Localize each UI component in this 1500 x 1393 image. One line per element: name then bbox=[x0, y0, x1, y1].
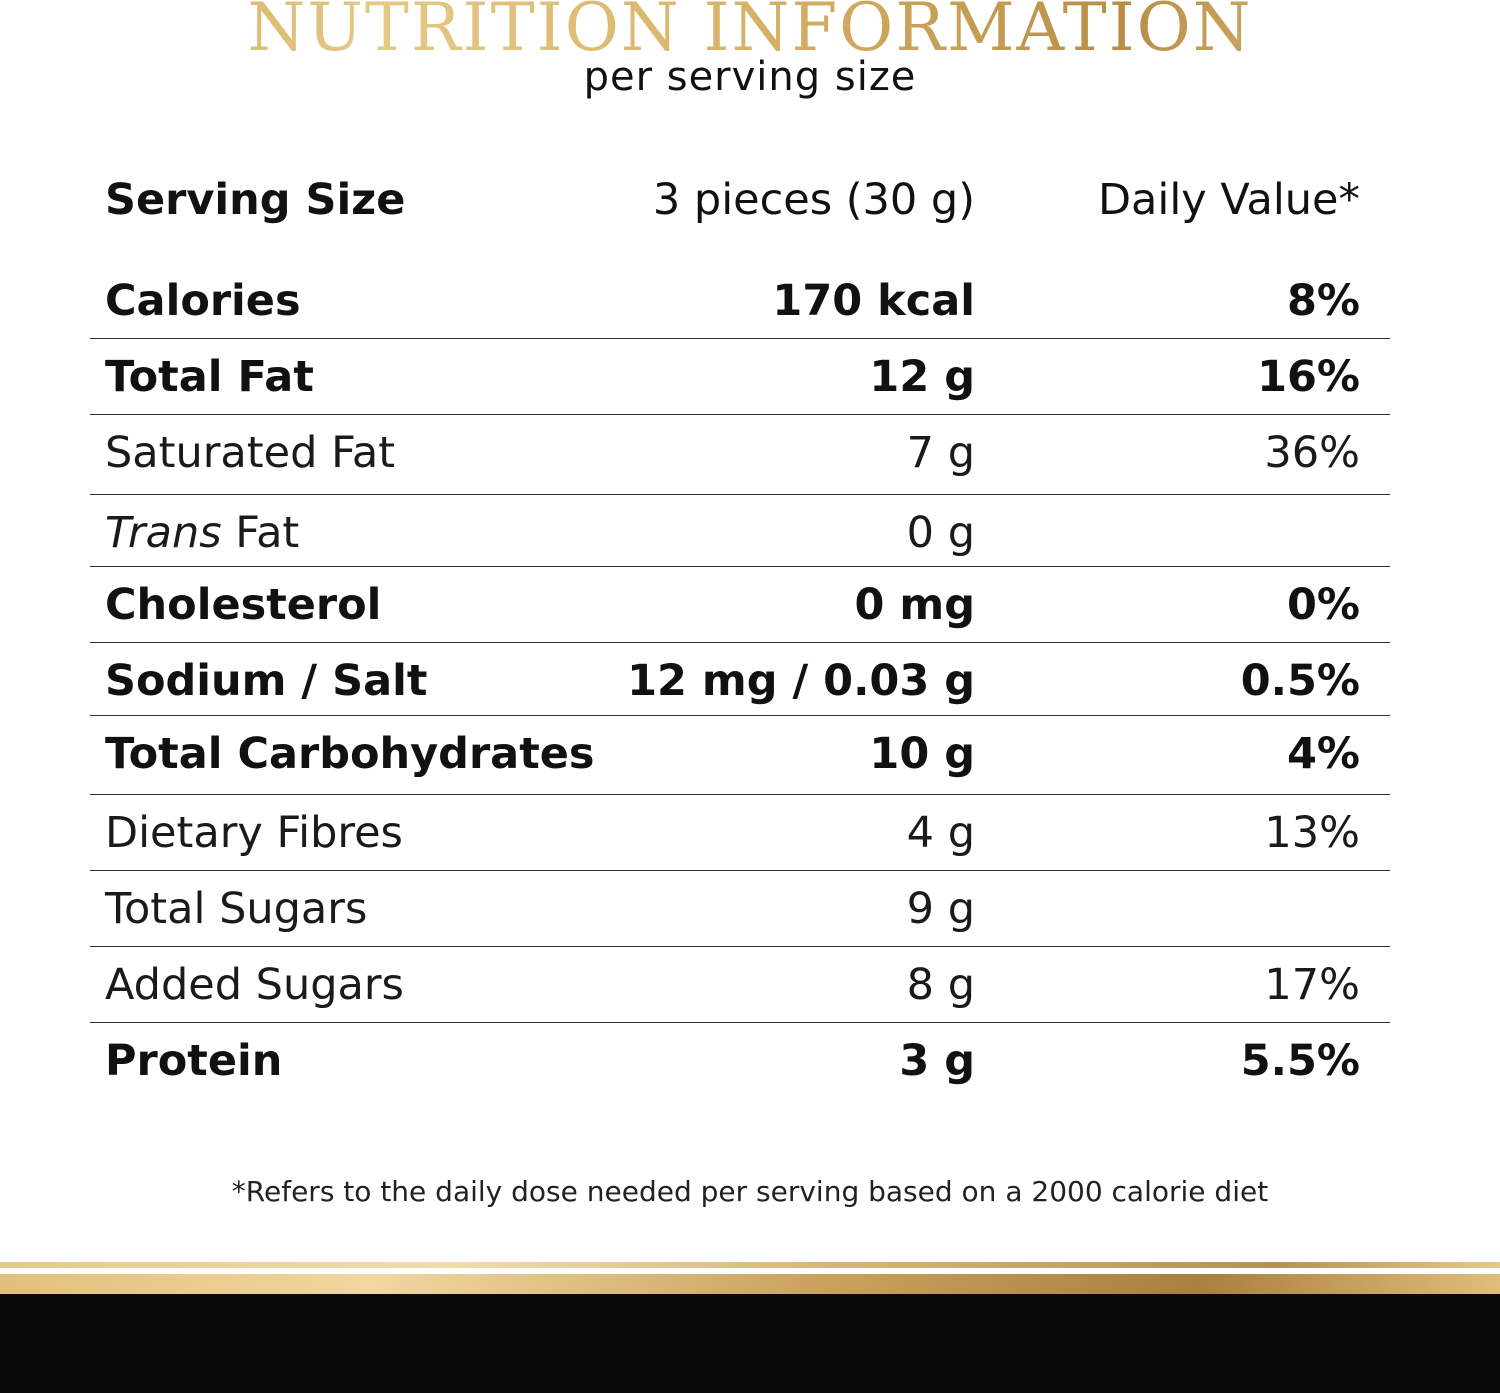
nutrient-amount: 7 g bbox=[906, 428, 975, 478]
nutrient-amount: 170 kcal bbox=[772, 276, 975, 326]
dark-footer-band bbox=[0, 1294, 1500, 1393]
nutrient-name: Total Fat bbox=[105, 352, 314, 402]
nutrient-name: Dietary Fibres bbox=[105, 808, 403, 858]
nutrient-daily-value: 16% bbox=[1257, 352, 1360, 402]
page-title: NUTRITION INFORMATION bbox=[0, 0, 1500, 68]
nutrient-name-italic: Trans bbox=[105, 508, 222, 558]
nutrient-amount: 10 g bbox=[869, 729, 975, 779]
nutrient-name: Added Sugars bbox=[105, 960, 404, 1010]
nutrient-name: Protein bbox=[105, 1036, 283, 1086]
nutrient-daily-value: 0.5% bbox=[1240, 656, 1360, 706]
nutrient-name: Trans Fat bbox=[105, 496, 299, 570]
nutrient-row-saturated-fat: Saturated Fat 7 g 36% bbox=[90, 416, 1390, 495]
nutrient-name: Calories bbox=[105, 276, 301, 326]
nutrient-row-dietary-fibres: Dietary Fibres 4 g 13% bbox=[90, 796, 1390, 871]
nutrient-daily-value: 17% bbox=[1264, 960, 1360, 1010]
nutrient-row-cholesterol: Cholesterol 0 mg 0% bbox=[90, 568, 1390, 643]
nutrient-amount: 0 mg bbox=[854, 580, 975, 630]
nutrient-daily-value: 0% bbox=[1286, 580, 1360, 630]
footnote: *Refers to the daily dose needed per ser… bbox=[231, 1175, 1269, 1208]
nutrient-name: Cholesterol bbox=[105, 580, 382, 630]
nutrient-name: Total Carbohydrates bbox=[105, 729, 595, 779]
nutrient-amount: 9 g bbox=[906, 884, 975, 934]
nutrient-amount: 12 mg / 0.03 g bbox=[627, 656, 975, 706]
nutrient-row-trans-fat: Trans Fat 0 g bbox=[90, 496, 1390, 567]
nutrient-name: Total Sugars bbox=[105, 884, 368, 934]
nutrient-amount: 0 g bbox=[906, 508, 975, 558]
nutrient-amount: 4 g bbox=[906, 808, 975, 858]
nutrient-amount: 3 g bbox=[899, 1036, 975, 1086]
serving-size-value: 3 pieces (30 g) bbox=[652, 175, 975, 225]
nutrient-amount: 12 g bbox=[869, 352, 975, 402]
nutrient-row-added-sugars: Added Sugars 8 g 17% bbox=[90, 948, 1390, 1023]
nutrient-row-total-sugars: Total Sugars 9 g bbox=[90, 872, 1390, 947]
nutrient-daily-value: 8% bbox=[1286, 276, 1360, 326]
daily-value-header: Daily Value* bbox=[1097, 175, 1360, 225]
nutrient-daily-value: 5.5% bbox=[1240, 1036, 1360, 1086]
nutrient-daily-value: 36% bbox=[1264, 428, 1360, 478]
nutrient-row-sodium-salt: Sodium / Salt 12 mg / 0.03 g 0.5% bbox=[90, 644, 1390, 716]
gold-stripe-thick bbox=[0, 1274, 1500, 1294]
serving-size-label: Serving Size bbox=[105, 175, 406, 225]
nutrient-amount: 8 g bbox=[906, 960, 975, 1010]
nutrient-name: Sodium / Salt bbox=[105, 656, 428, 706]
nutrient-row-total-fat: Total Fat 12 g 16% bbox=[90, 340, 1390, 415]
nutrient-name: Saturated Fat bbox=[105, 428, 396, 478]
page-subtitle: per serving size bbox=[583, 54, 917, 100]
nutrient-name-rest: Fat bbox=[221, 508, 300, 558]
nutrient-row-protein: Protein 3 g 5.5% bbox=[90, 1024, 1390, 1098]
nutrient-daily-value: 13% bbox=[1264, 808, 1360, 858]
gold-stripe-thin bbox=[0, 1262, 1500, 1268]
serving-size-row: Serving Size 3 pieces (30 g) Daily Value… bbox=[90, 163, 1390, 237]
nutrient-row-total-carbohydrates: Total Carbohydrates 10 g 4% bbox=[90, 717, 1390, 795]
nutrient-row-calories: Calories 170 kcal 8% bbox=[90, 264, 1390, 339]
nutrient-daily-value: 4% bbox=[1286, 729, 1360, 779]
